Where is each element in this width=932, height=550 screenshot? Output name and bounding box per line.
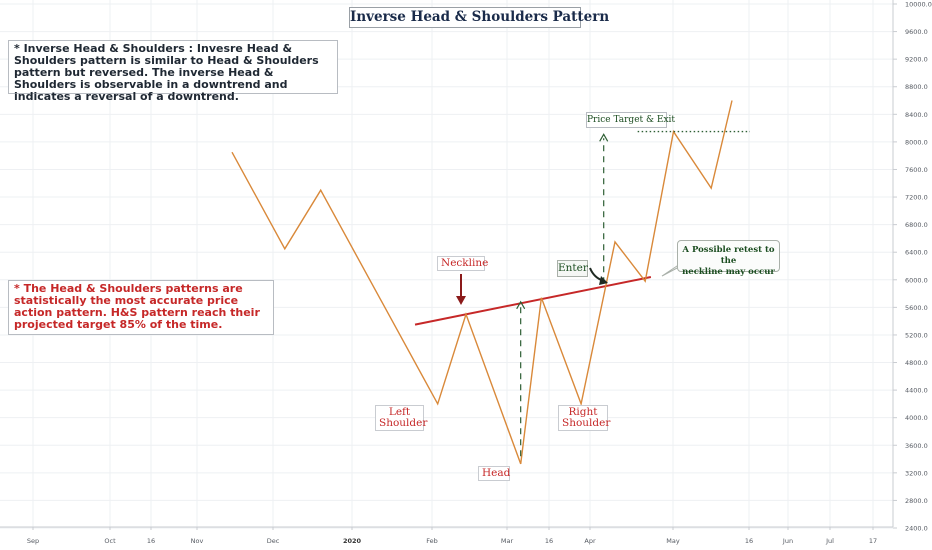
x-tick-label: 16 bbox=[147, 537, 155, 545]
y-tick-label: 10000.0 bbox=[905, 1, 932, 9]
y-tick-label: 7200.0 bbox=[905, 194, 928, 202]
measure-arrowhead-2 bbox=[599, 133, 609, 142]
x-tick-label: Dec bbox=[267, 537, 280, 545]
price-target-label: Price Target & Exit bbox=[586, 112, 675, 128]
y-tick-label: 6000.0 bbox=[905, 276, 928, 284]
y-tick-label: 5200.0 bbox=[905, 331, 928, 339]
x-tick-label: Jul bbox=[825, 537, 834, 545]
y-tick-label: 3600.0 bbox=[905, 442, 928, 450]
x-tick-label: 16 bbox=[745, 537, 753, 545]
x-tick-label: 2020 bbox=[343, 537, 362, 545]
y-tick-label: 3200.0 bbox=[905, 469, 928, 477]
price-line bbox=[231, 100, 733, 465]
x-tick-label: Oct bbox=[104, 537, 116, 545]
x-tick-label: Mar bbox=[501, 537, 514, 545]
x-tick-label: Jun bbox=[782, 537, 793, 545]
y-tick-label: 4800.0 bbox=[905, 359, 928, 367]
y-tick-label: 7600.0 bbox=[905, 166, 928, 174]
x-axis: Sep Oct 16 Nov Dec 2020 Feb Mar 16 Apr May 16 Jun Jul… bbox=[0, 526, 893, 545]
left-shoulder-label: Left Shoulder bbox=[375, 405, 427, 431]
retest-callout: A Possible retest to the neckline may oc… bbox=[677, 240, 780, 277]
enter-arrow-head bbox=[599, 276, 608, 285]
y-tick-label: 8800.0 bbox=[905, 83, 928, 91]
x-tick-label: 17 bbox=[869, 537, 877, 545]
right-shoulder-label: Right Shoulder bbox=[558, 405, 610, 431]
y-tick-label: 9600.0 bbox=[905, 28, 928, 36]
neckline bbox=[414, 276, 652, 326]
y-tick-label: 6400.0 bbox=[905, 249, 928, 257]
x-tick-label: Apr bbox=[584, 537, 596, 545]
neckline-label: Neckline bbox=[437, 256, 488, 271]
y-axis: 10000.0 9600.0 9200.0 8800.0 8400.0 8000.0 760… bbox=[892, 0, 932, 533]
y-tick-label: 2400.0 bbox=[905, 525, 928, 533]
y-tick-label: 5600.0 bbox=[905, 304, 928, 312]
price-series-group bbox=[231, 100, 733, 465]
y-tick-label: 4000.0 bbox=[905, 414, 928, 422]
x-tick-label: May bbox=[666, 537, 680, 545]
x-tick-label: Feb bbox=[426, 537, 438, 545]
neckline-arrow-head bbox=[456, 296, 466, 305]
y-tick-label: 2800.0 bbox=[905, 497, 928, 505]
neckline-group bbox=[414, 276, 652, 326]
y-tick-label: 4400.0 bbox=[905, 387, 928, 395]
chart-title: Inverse Head & Shoulders Pattern bbox=[349, 7, 609, 28]
head-label: Head bbox=[478, 466, 510, 481]
x-tick-label: 16 bbox=[545, 537, 553, 545]
enter-label: Enter bbox=[557, 260, 588, 277]
note-inverse-hs: * Inverse Head & Shoulders : Invesre Hea… bbox=[8, 40, 338, 103]
y-tick-label: 6800.0 bbox=[905, 221, 928, 229]
y-tick-label: 8400.0 bbox=[905, 111, 928, 119]
y-tick-label: 9200.0 bbox=[905, 56, 928, 64]
y-tick-label: 8000.0 bbox=[905, 138, 928, 146]
note-accuracy: * The Head & Shoulders patterns are stat… bbox=[8, 280, 274, 335]
x-tick-label: Nov bbox=[191, 537, 204, 545]
measure-arrowhead-1 bbox=[516, 300, 526, 310]
x-tick-label: Sep bbox=[27, 537, 39, 545]
